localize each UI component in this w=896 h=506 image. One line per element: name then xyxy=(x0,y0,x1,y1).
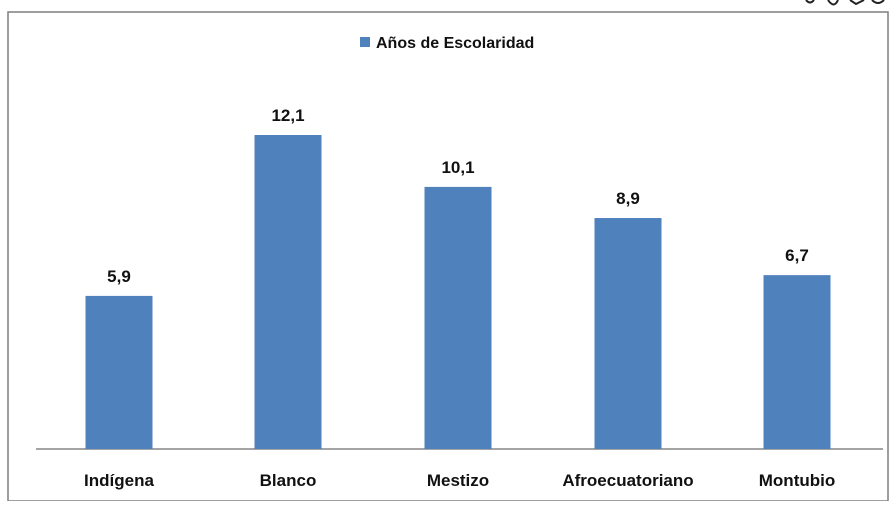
x-tick-label-blanco: Blanco xyxy=(260,471,317,490)
data-label-mestizo: 10,1 xyxy=(441,158,474,177)
x-tick-label-mestizo: Mestizo xyxy=(427,471,489,490)
bar-afroecuatoriano xyxy=(594,218,662,449)
x-tick-label-indigena: Indígena xyxy=(84,471,154,490)
bar-indigena xyxy=(85,295,153,449)
x-tick-labels-group: Indígena Blanco Mestizo Afroecuatoriano … xyxy=(84,471,835,490)
bar-montubio xyxy=(763,275,831,449)
data-label-indigena: 5,9 xyxy=(107,267,131,286)
data-labels-group: 5,9 12,1 10,1 8,9 6,7 xyxy=(107,106,809,286)
x-tick-label-afroecuatoriano: Afroecuatoriano xyxy=(562,471,693,490)
bar-blanco xyxy=(254,135,322,449)
cropped-title-fragment xyxy=(805,0,885,6)
legend-swatch xyxy=(360,37,370,47)
bar-mestizo xyxy=(424,186,492,449)
legend: Años de Escolaridad xyxy=(360,35,534,52)
x-tick-label-montubio: Montubio xyxy=(759,471,835,490)
bars-group xyxy=(85,135,831,449)
data-label-blanco: 12,1 xyxy=(271,106,304,125)
legend-label: Años de Escolaridad xyxy=(376,35,534,52)
data-label-montubio: 6,7 xyxy=(785,246,809,265)
data-label-afroecuatoriano: 8,9 xyxy=(616,189,640,208)
